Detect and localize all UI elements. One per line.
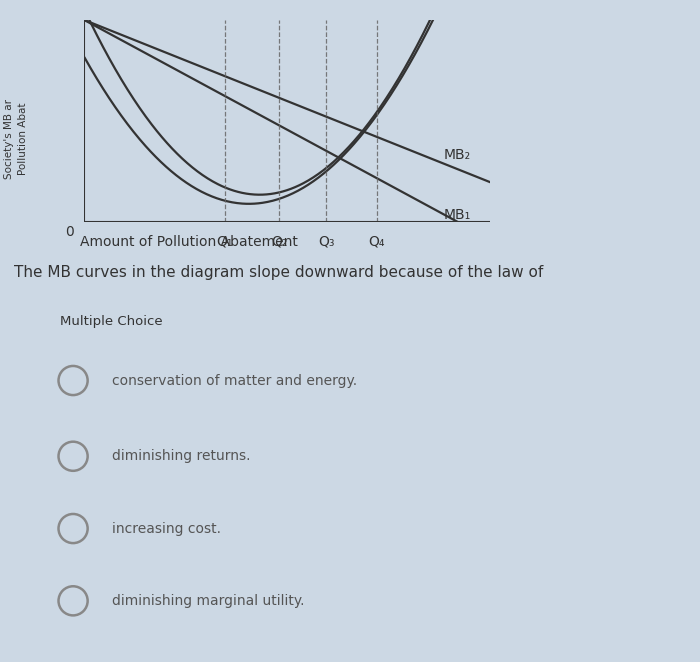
Text: Amount of Pollution Abatement: Amount of Pollution Abatement: [80, 235, 298, 249]
Text: Multiple Choice: Multiple Choice: [60, 315, 163, 328]
Text: Q₁: Q₁: [216, 234, 233, 249]
Text: Q₂: Q₂: [271, 234, 288, 249]
Text: Pollution Abat: Pollution Abat: [18, 103, 27, 175]
Text: Society's MB ar: Society's MB ar: [4, 99, 13, 179]
Text: Q₄: Q₄: [368, 234, 385, 249]
Text: MB₁: MB₁: [443, 209, 470, 222]
Text: 0: 0: [66, 225, 74, 239]
Text: MB₂: MB₂: [443, 148, 470, 162]
Text: conservation of matter and energy.: conservation of matter and energy.: [112, 373, 357, 387]
Text: diminishing returns.: diminishing returns.: [112, 449, 250, 463]
Text: Q₃: Q₃: [318, 234, 335, 249]
Text: diminishing marginal utility.: diminishing marginal utility.: [112, 594, 304, 608]
Text: The MB curves in the diagram slope downward because of the law of: The MB curves in the diagram slope downw…: [14, 265, 543, 280]
Text: increasing cost.: increasing cost.: [112, 522, 220, 536]
